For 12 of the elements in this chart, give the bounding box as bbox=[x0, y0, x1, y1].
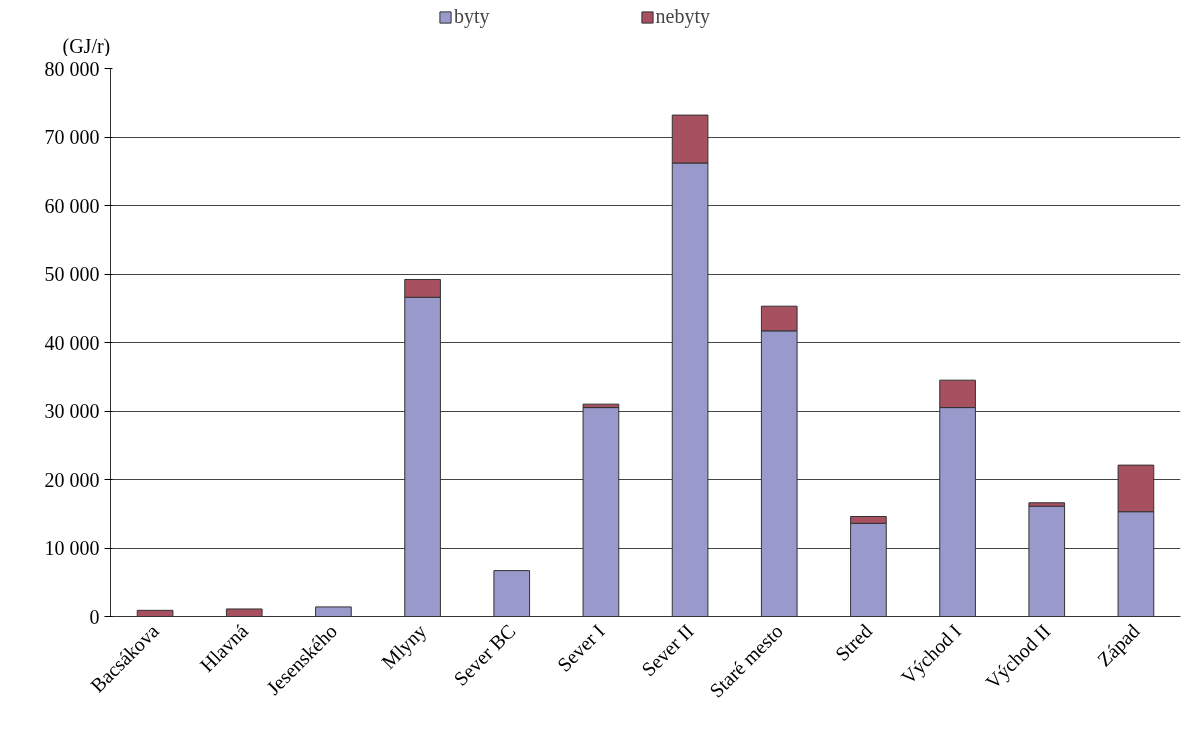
y-tick-label: 40 000 bbox=[44, 331, 100, 354]
y-tick-label: 10 000 bbox=[44, 537, 100, 559]
y-tick-label: 70 000 bbox=[44, 126, 100, 148]
y-tick-label: 80 000 bbox=[44, 57, 100, 80]
y-tick-label: 20 000 bbox=[44, 468, 100, 491]
legend-label: byty bbox=[454, 5, 490, 28]
y-tick-label: 50 000 bbox=[44, 263, 100, 285]
legend-label: nebyty bbox=[655, 5, 710, 28]
y-tick-label: 0 bbox=[89, 605, 100, 628]
y-tick-label: 60 000 bbox=[44, 194, 100, 217]
y-tick-label: 30 000 bbox=[44, 400, 100, 422]
y-axis-title: (GJ/r) bbox=[62, 34, 111, 58]
